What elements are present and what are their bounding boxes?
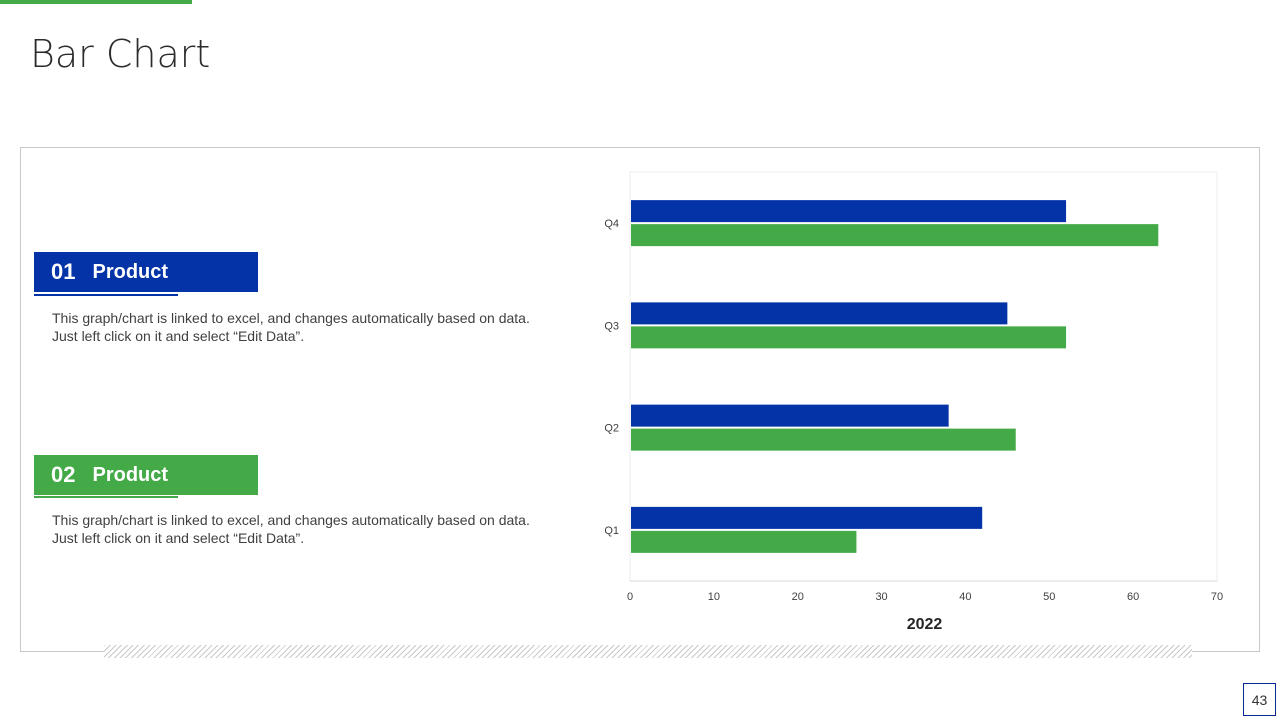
y-tick-label-q3: Q3 — [604, 320, 619, 332]
x-tick-label-40: 40 — [959, 591, 971, 603]
bar-q4-series-2 — [631, 224, 1159, 247]
bar-q2-series-2 — [631, 428, 1016, 451]
product-01-name: Product — [92, 260, 169, 283]
x-tick-label-50: 50 — [1043, 591, 1055, 603]
bar-q4-series-1 — [631, 200, 1067, 223]
product-01-number: 01 — [51, 259, 76, 284]
x-tick-label-0: 0 — [627, 591, 633, 603]
x-tick-label-20: 20 — [792, 591, 804, 603]
product-02-name: Product — [92, 463, 169, 486]
x-axis-title: 2022 — [907, 616, 943, 633]
decorative-hatch-strip — [104, 645, 1192, 658]
bar-q1-series-1 — [631, 506, 983, 529]
product-02-description: This graph/chart is linked to excel, and… — [52, 512, 530, 546]
bar-q3-series-1 — [631, 302, 1008, 325]
product-02-label: 02 Product — [34, 455, 258, 495]
page-title: Bar Chart — [30, 32, 211, 76]
product-02-underline — [34, 496, 178, 498]
x-tick-label-30: 30 — [875, 591, 887, 603]
y-tick-label-q2: Q2 — [604, 423, 619, 435]
y-tick-label-q4: Q4 — [604, 218, 619, 230]
x-tick-label-70: 70 — [1211, 591, 1223, 603]
x-tick-label-60: 60 — [1127, 591, 1139, 603]
page-number: 43 — [1243, 683, 1276, 716]
bar-q3-series-2 — [631, 326, 1067, 349]
product-01-label: 01 Product — [34, 252, 258, 292]
product-02-number: 02 — [51, 462, 76, 487]
product-01-underline — [34, 294, 178, 296]
y-tick-label-q1: Q1 — [604, 525, 619, 537]
product-01-description: This graph/chart is linked to excel, and… — [52, 310, 530, 344]
title-accent-bar — [0, 0, 192, 4]
bar-q2-series-1 — [631, 404, 949, 427]
bar-q1-series-2 — [631, 530, 857, 553]
x-tick-label-10: 10 — [708, 591, 720, 603]
